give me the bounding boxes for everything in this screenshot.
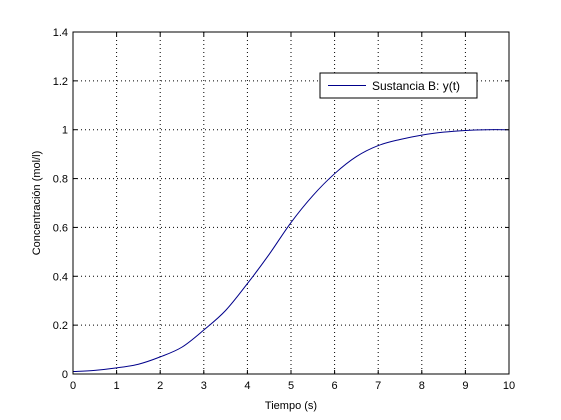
x-tick-label: 0 [70, 380, 76, 392]
ticks [72, 31, 510, 375]
y-axis-label: Concentración (mol/l) [31, 151, 43, 256]
x-tick-label: 3 [201, 380, 207, 392]
tick-labels: 0 1 2 3 4 5 6 7 8 9 10 0 0.2 0.4 0.6 0.8 1 1.2 1.4 [53, 27, 515, 392]
x-tick-label: 10 [503, 380, 515, 392]
y-tick-label: 1.2 [53, 76, 68, 88]
x-tick-label: 2 [157, 380, 163, 392]
y-tick-label: 1 [62, 125, 68, 137]
y-tick-label: 0.4 [53, 271, 68, 283]
y-tick-label: 0.2 [53, 320, 68, 332]
y-tick-label: 1.4 [53, 27, 68, 39]
series-layer [72, 129, 510, 373]
x-axis-label: Tiempo (s) [265, 400, 317, 412]
x-tick-label: 1 [114, 380, 120, 392]
x-tick-label: 7 [375, 380, 381, 392]
x-tick-label: 8 [419, 380, 425, 392]
series-line-sustancia-b [72, 129, 510, 373]
y-tick-label: 0 [62, 369, 68, 381]
x-tick-label: 9 [462, 380, 468, 392]
y-tick-label: 0.8 [53, 174, 68, 186]
legend: Sustancia B: y(t) [319, 72, 478, 99]
y-tick-label: 0.6 [53, 222, 68, 234]
x-tick-label: 4 [244, 380, 250, 392]
x-tick-label: 5 [288, 380, 294, 392]
x-tick-label: 6 [332, 380, 338, 392]
legend-entry-sustancia-b: Sustancia B: y(t) [372, 79, 460, 93]
